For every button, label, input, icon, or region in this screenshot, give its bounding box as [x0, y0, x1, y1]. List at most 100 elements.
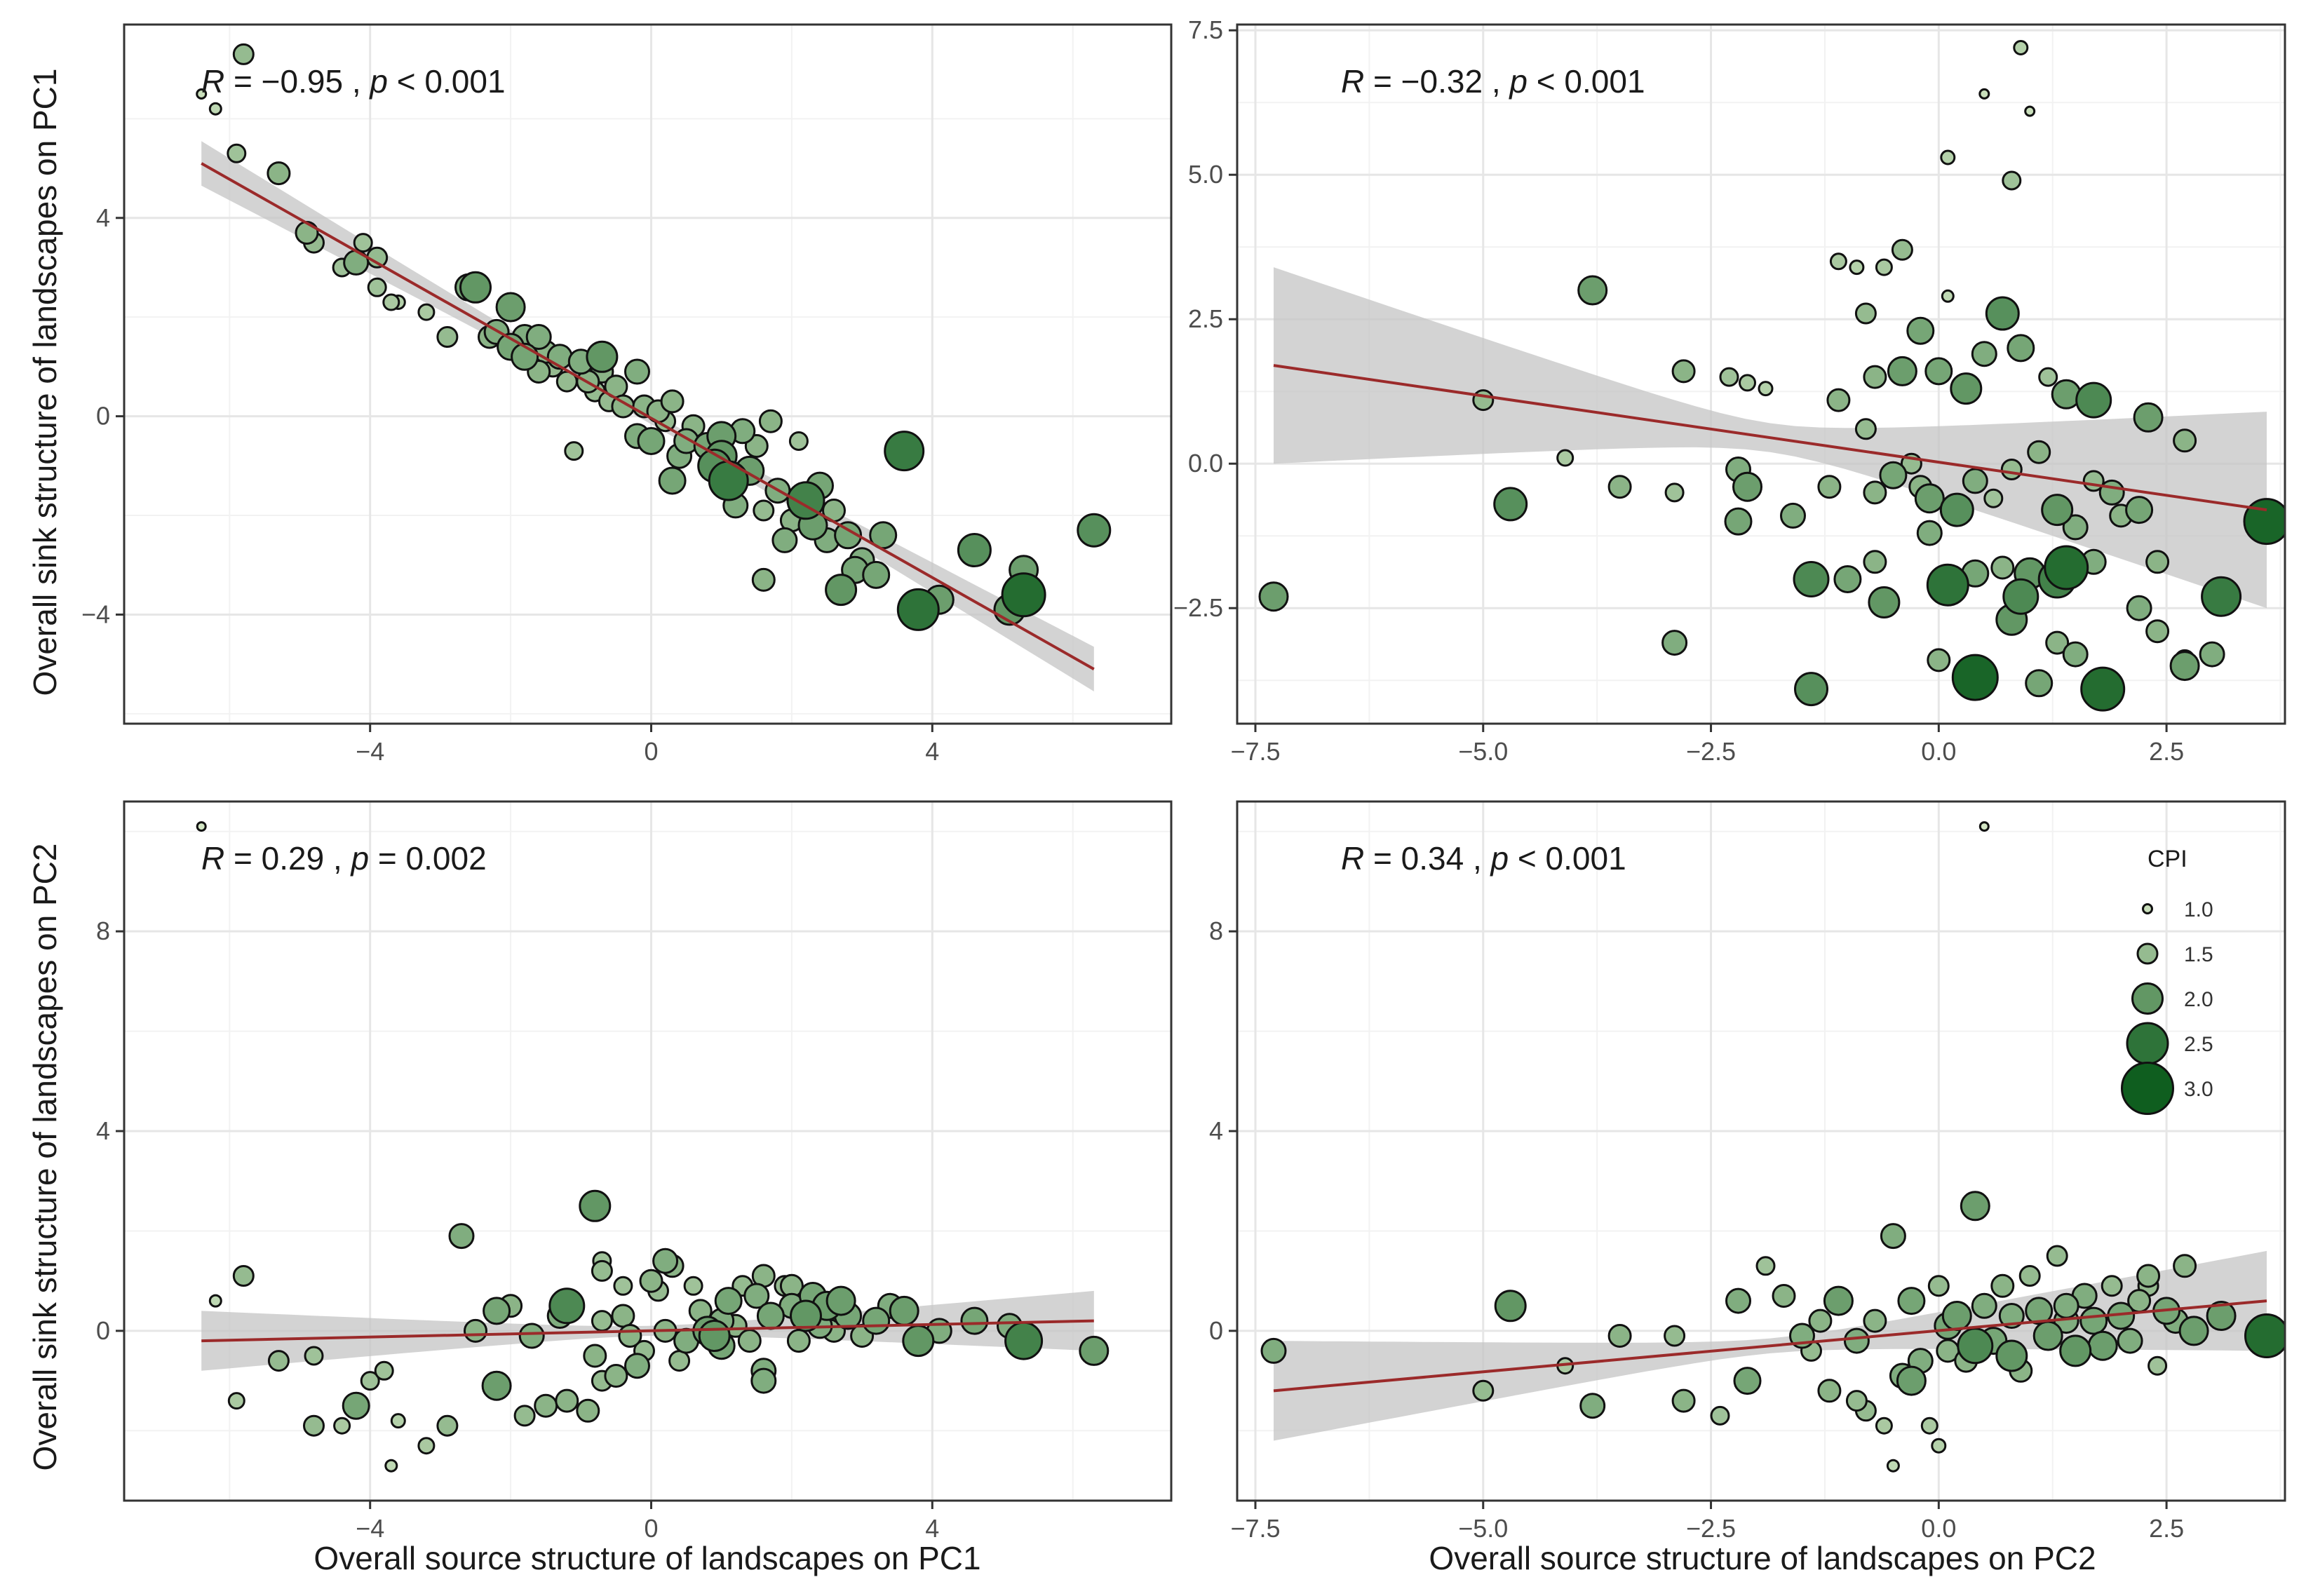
data-point	[295, 221, 319, 245]
x-tick-label: 0.0	[1921, 1514, 1956, 1543]
data-point	[1995, 1339, 2028, 1372]
data-point	[2080, 666, 2126, 712]
data-point	[896, 588, 940, 631]
regression-line	[201, 162, 1095, 670]
regression-line	[1273, 1299, 2267, 1393]
data-point	[2032, 1320, 2063, 1351]
y-tick-label: 8	[1209, 917, 1223, 945]
data-point	[790, 1299, 822, 1332]
data-point	[1920, 1416, 1938, 1435]
data-point	[267, 161, 291, 186]
x-tick-label: −7.5	[1230, 1514, 1280, 1543]
panel-border	[1236, 23, 2286, 725]
data-point	[2178, 1316, 2209, 1346]
data-point	[1710, 1405, 1730, 1426]
y-tick-label: 0	[1209, 1316, 1223, 1345]
legend-label: 2.0	[2184, 988, 2213, 1011]
data-point	[464, 1318, 487, 1343]
x-tick-label: 2.5	[2149, 1514, 2184, 1543]
data-point	[1978, 88, 1990, 100]
data-point	[786, 1329, 811, 1353]
data-point	[1826, 388, 1851, 412]
data-point	[2027, 440, 2051, 464]
data-point	[1931, 1438, 1947, 1454]
data-point	[668, 1350, 691, 1372]
y-axis-title-top: Overall sink structure of landscapes on …	[27, 69, 63, 696]
data-point	[1772, 1284, 1796, 1308]
data-point	[1880, 1223, 1906, 1250]
data-point	[1833, 565, 1862, 593]
y-tick-label: 2.5	[1188, 304, 1223, 333]
data-point	[1664, 482, 1685, 503]
data-point	[1863, 480, 1887, 505]
data-point	[1724, 507, 1753, 536]
x-tick-label: −5.0	[1458, 737, 1508, 766]
panel-border	[1236, 800, 2286, 1502]
data-point	[1849, 259, 1865, 276]
data-point	[1808, 1308, 1833, 1333]
data-point	[714, 1287, 743, 1316]
data-point	[1863, 550, 1887, 574]
data-point	[1725, 1287, 1751, 1314]
data-point	[1556, 449, 1575, 467]
y-tick-label: 0.0	[1188, 449, 1223, 478]
data-point	[1733, 1367, 1762, 1395]
y-tick-label: 0	[96, 402, 110, 431]
panel-background	[124, 802, 1171, 1501]
data-point	[208, 1294, 222, 1308]
correlation-annotation: R = 0.29 , p = 0.002	[201, 840, 487, 877]
data-point	[2046, 1245, 2068, 1267]
data-point	[2101, 1275, 2123, 1297]
data-point	[495, 292, 526, 323]
data-point	[1941, 1301, 1972, 1331]
data-point	[2133, 402, 2164, 433]
data-point	[788, 431, 809, 451]
data-point	[2079, 1306, 2108, 1335]
data-point	[208, 102, 222, 116]
data-point	[196, 88, 208, 100]
data-point	[303, 1414, 325, 1437]
data-point	[374, 1360, 394, 1381]
data-point	[1758, 381, 1774, 397]
data-point	[2018, 1265, 2041, 1287]
data-point	[1990, 1273, 2015, 1298]
data-point	[652, 1247, 679, 1274]
legend-key	[2131, 982, 2164, 1015]
data-point	[1823, 1285, 1854, 1316]
data-point	[513, 1405, 536, 1427]
panel-border	[123, 23, 1173, 725]
data-point	[2059, 1334, 2092, 1367]
data-point	[2062, 641, 2089, 668]
y-tick-label: 4	[1209, 1116, 1223, 1145]
data-point	[624, 1353, 650, 1379]
data-point	[367, 277, 387, 297]
y-tick-label: 4	[96, 203, 110, 232]
data-point	[708, 460, 749, 501]
data-point	[737, 1329, 762, 1353]
data-point	[2244, 1313, 2285, 1358]
data-point	[2013, 40, 2029, 55]
data-point	[624, 358, 650, 385]
cpi-legend: CPI 1.0 1.5 2.0 2.5 3.0	[2121, 846, 2213, 1115]
data-point	[1671, 1388, 1696, 1413]
data-point	[889, 1295, 919, 1326]
data-point	[660, 389, 685, 414]
data-point	[2125, 496, 2154, 525]
data-point	[436, 1414, 459, 1437]
data-point	[604, 1364, 628, 1388]
data-point	[267, 1350, 290, 1372]
data-point	[1579, 1393, 1606, 1419]
data-point	[564, 441, 584, 461]
data-point	[1260, 1337, 1287, 1364]
data-point	[1472, 1379, 1495, 1402]
data-point	[353, 233, 373, 253]
data-point	[2053, 1292, 2079, 1319]
data-point	[825, 574, 858, 607]
data-point	[1951, 654, 1999, 701]
data-point	[1854, 302, 1877, 325]
data-point	[1916, 520, 1943, 546]
data-point	[658, 466, 687, 495]
data-point	[1004, 1321, 1044, 1360]
data-point	[1607, 1324, 1632, 1348]
